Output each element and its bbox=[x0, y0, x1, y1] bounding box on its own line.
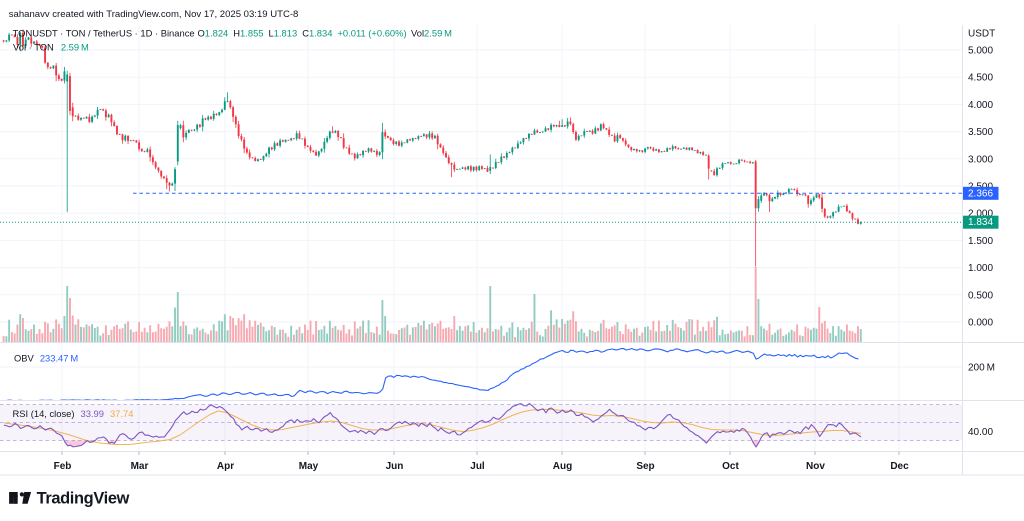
svg-text:Aug: Aug bbox=[553, 461, 572, 472]
svg-text:3.000: 3.000 bbox=[968, 154, 993, 165]
svg-text:Sep: Sep bbox=[636, 461, 654, 472]
svg-text:Jul: Jul bbox=[470, 461, 485, 472]
svg-text:0.000: 0.000 bbox=[968, 318, 993, 329]
svg-text:Oct: Oct bbox=[722, 461, 739, 472]
svg-text:Feb: Feb bbox=[54, 461, 72, 472]
svg-text:4.500: 4.500 bbox=[968, 73, 993, 84]
svg-text:USDT: USDT bbox=[968, 29, 995, 40]
svg-text:1.500: 1.500 bbox=[968, 236, 993, 247]
svg-text:2.000: 2.000 bbox=[968, 209, 993, 220]
svg-text:Mar: Mar bbox=[131, 461, 149, 472]
svg-text:40.00: 40.00 bbox=[968, 427, 993, 438]
svg-text:TradingView: TradingView bbox=[37, 490, 130, 508]
svg-text:Jun: Jun bbox=[386, 461, 404, 472]
svg-text:May: May bbox=[299, 461, 319, 472]
svg-text:3.500: 3.500 bbox=[968, 127, 993, 138]
svg-text:TONUSDT · TON / TetherUS · 1D: TONUSDT · TON / TetherUS · 1D · Binance bbox=[13, 28, 195, 39]
svg-text:sahanavv created with TradingV: sahanavv created with TradingView.com, N… bbox=[9, 9, 299, 20]
svg-text:1.834: 1.834 bbox=[968, 217, 993, 228]
svg-text:4.000: 4.000 bbox=[968, 100, 993, 111]
svg-text:Apr: Apr bbox=[217, 461, 234, 472]
svg-text:2.366: 2.366 bbox=[968, 188, 993, 199]
svg-text:0.500: 0.500 bbox=[968, 290, 993, 301]
svg-text:Dec: Dec bbox=[890, 461, 909, 472]
svg-text:Nov: Nov bbox=[806, 461, 825, 472]
svg-text:200 M: 200 M bbox=[968, 363, 995, 374]
svg-text:Vol2.59 M: Vol2.59 M bbox=[411, 28, 452, 39]
svg-text:1.000: 1.000 bbox=[968, 263, 993, 274]
svg-text:5.000: 5.000 bbox=[968, 46, 993, 57]
